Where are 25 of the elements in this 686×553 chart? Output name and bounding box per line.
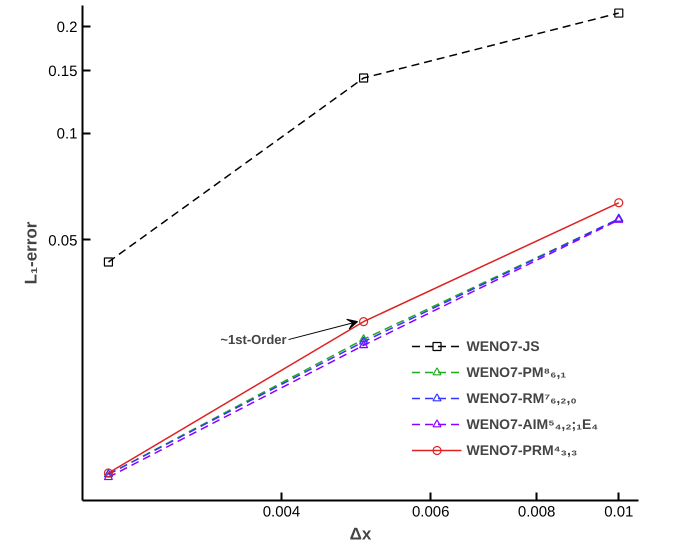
legend-label: WENO7-RM⁷₆,₂,₀ (466, 390, 577, 406)
x-axis-title: Δx (350, 524, 372, 544)
point (359, 334, 368, 342)
point (359, 340, 368, 348)
x-tick-label: 0.008 (518, 504, 556, 520)
legend-label: WENO7-JS (466, 338, 540, 354)
legend-label: WENO7-PRM⁴₃,₃ (466, 442, 578, 458)
point (614, 198, 624, 208)
point (359, 336, 368, 345)
x-tick-label: 0.01 (604, 504, 634, 520)
point (104, 257, 114, 267)
point (359, 317, 368, 326)
y-tick-label: 0.05 (48, 232, 78, 250)
y-tick-label: 0.15 (48, 63, 78, 80)
y-tick-label: 0.2 (56, 18, 78, 36)
legend-label: WENO7-AIM⁵₄,₂;₁E₄ (466, 416, 598, 432)
legend-label: WENO7-PM⁸₆,₁ (466, 364, 566, 380)
point (614, 8, 624, 18)
point (359, 73, 368, 83)
y-tick-label: 0.1 (56, 126, 78, 143)
annotation: ~1st-Order (220, 332, 287, 348)
x-tick-label: 0.006 (412, 504, 450, 520)
x-tick-label: 0.004 (262, 504, 300, 520)
point (104, 472, 114, 480)
y-axis-title: L₁-error (21, 221, 40, 284)
